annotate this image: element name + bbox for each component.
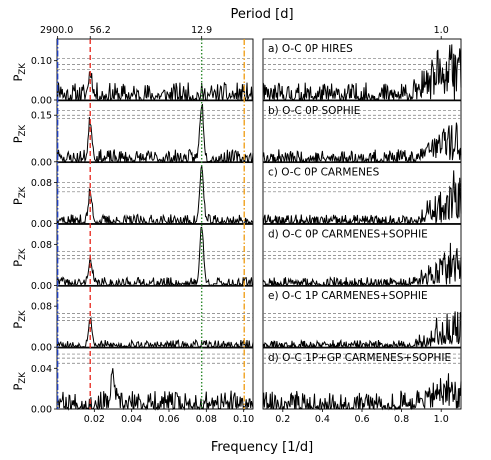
right-xtick-label: 0.4 — [315, 414, 330, 425]
panel-3-label: c) O-C 0P CARMENES — [268, 167, 380, 179]
panel-5-ylabel: PZK — [11, 310, 28, 329]
left-xtick-label: 0.10 — [233, 414, 254, 425]
panel-2-ylabel: PZK — [11, 125, 28, 144]
panel-6-ytick-label: 0.04 — [31, 364, 52, 375]
right-xtick-label: 1.0 — [434, 414, 449, 425]
panel-4-label: d) O-C 0P CARMENES+SOPHIE — [268, 228, 428, 240]
panel-1-label: a) O-C 0P HIRES — [268, 43, 353, 55]
panel-5-left-frame — [56, 285, 254, 348]
panel-5-right-frame — [262, 285, 462, 348]
panel-4-ytick-label: 0.00 — [31, 281, 52, 292]
right-xtick-label: 0.8 — [394, 414, 409, 425]
panel-6-ylabel: PZK — [11, 372, 28, 391]
panel-4-left-trace — [56, 226, 254, 288]
left-xtick-label: 0.02 — [84, 414, 105, 425]
top-axis-label: Period [d] — [230, 7, 293, 22]
panel-2-ytick-label: 0.00 — [31, 157, 52, 168]
panel-6-ytick-label: 0.00 — [31, 405, 52, 416]
top-period-label: 12.9 — [191, 25, 212, 36]
panel-3-right-frame — [262, 162, 462, 225]
left-xtick-label: 0.06 — [158, 414, 179, 425]
panel-1-ytick-label: 0.00 — [31, 96, 52, 107]
right-xtick-label: 0.2 — [275, 414, 290, 425]
top-period-label: 2900.0 — [40, 25, 73, 36]
panel-3-ytick-label: 0.08 — [31, 178, 52, 189]
top-period-label: 56.2 — [90, 25, 111, 36]
top-period-label-right: 1.0 — [434, 25, 449, 36]
panel-5-ytick-label: 0.08 — [31, 302, 52, 313]
panel-5-label: e) O-C 1P CARMENES+SOPHIE — [268, 290, 428, 302]
left-xtick-label: 0.04 — [121, 414, 142, 425]
left-xtick-label: 0.08 — [196, 414, 217, 425]
panel-3-ylabel: PZK — [11, 186, 28, 205]
panel-3-right-trace — [262, 170, 462, 226]
panel-5-ytick-label: 0.00 — [31, 343, 52, 354]
right-xtick-label: 0.6 — [354, 414, 369, 425]
panel-3-ytick-label: 0.00 — [31, 219, 52, 230]
panel-1-ylabel: PZK — [11, 63, 28, 82]
bottom-axis-label: Frequency [1/d] — [211, 440, 313, 455]
panel-2-right-frame — [262, 100, 462, 163]
panel-4-ytick-label: 0.08 — [31, 240, 52, 251]
overlay-group: 0.02 0.04 0.06 0.08 0.10 0.2 0.4 0.6 0.8 1.0 2900.… — [40, 25, 449, 425]
panel-2-ytick-label: 0.15 — [31, 111, 52, 122]
panel-4-ylabel: PZK — [11, 248, 28, 267]
panel-1-ytick-label: 0.10 — [31, 56, 52, 67]
panel-2-label: b) O-C 0P SOPHIE — [268, 105, 360, 117]
panel-6-label: d) O-C 1P+GP CARMENES+SOPHIE — [268, 352, 451, 364]
